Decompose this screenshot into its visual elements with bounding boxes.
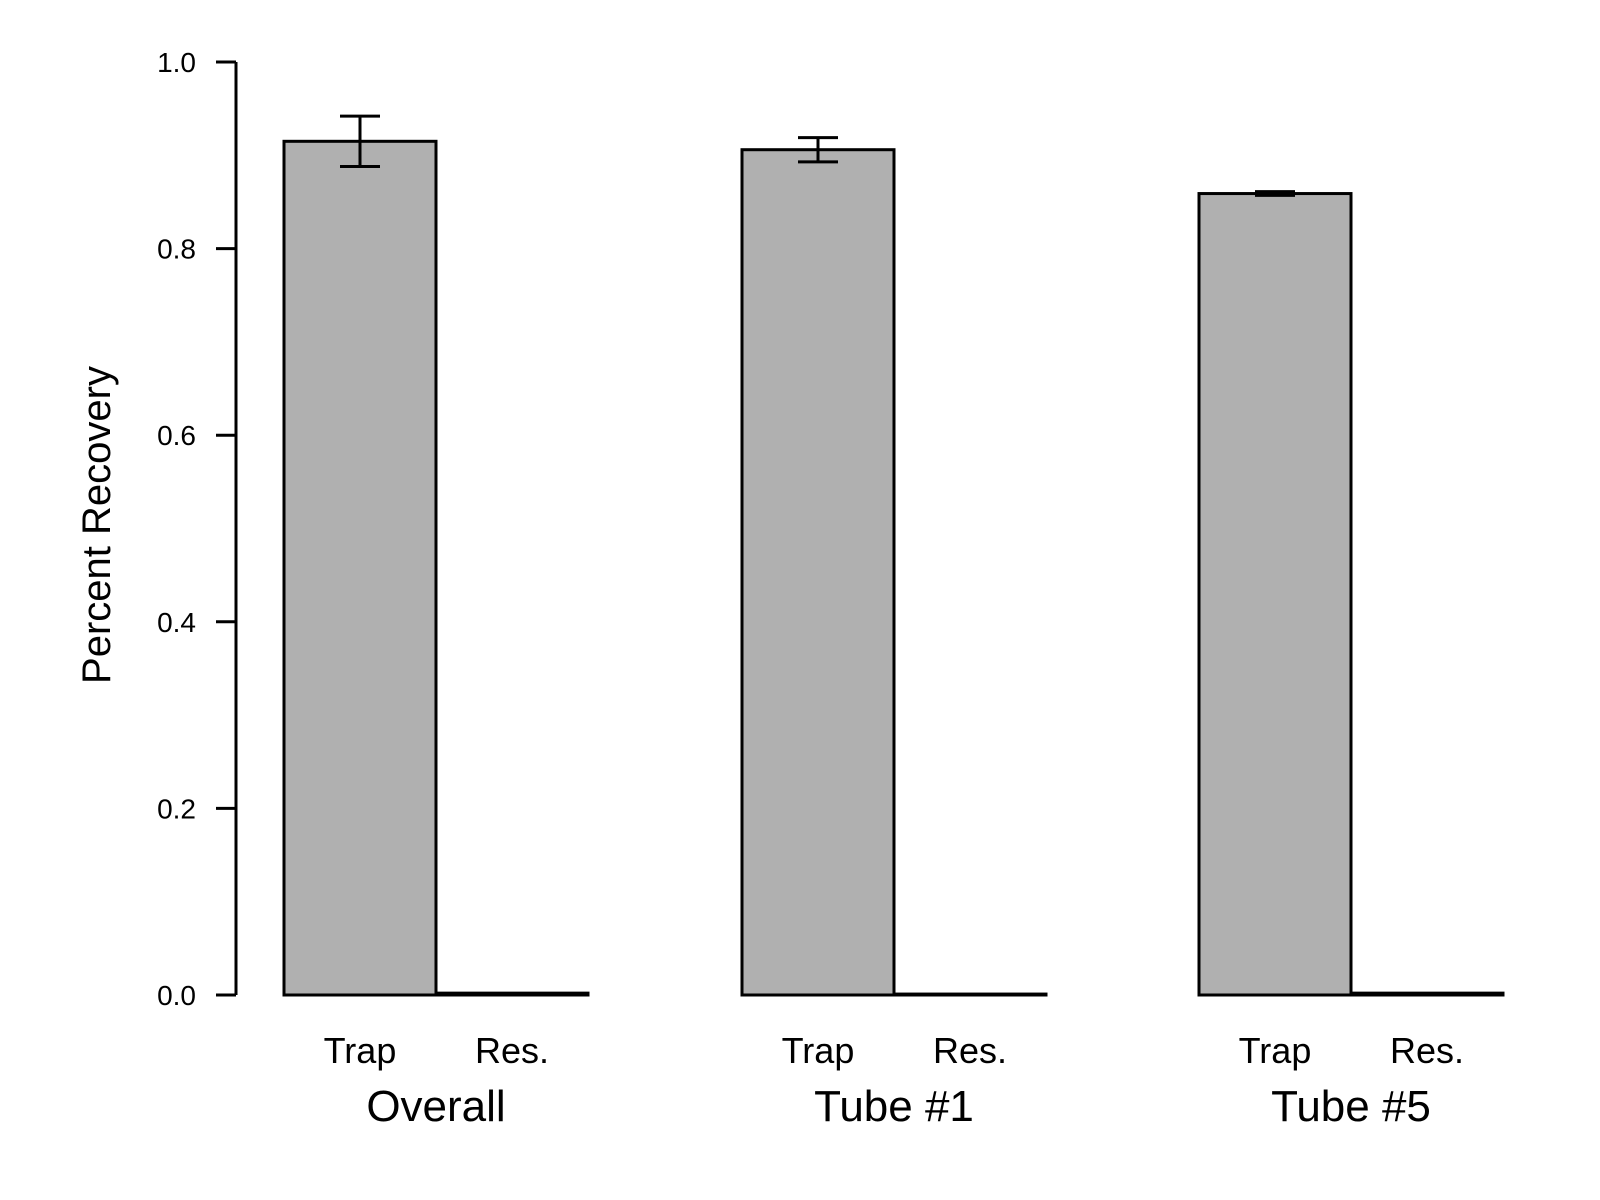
group-label: Tube #1 xyxy=(814,1082,974,1131)
bar xyxy=(1197,192,1353,997)
y-tick-label: 0.6 xyxy=(157,420,196,451)
category-label: Res. xyxy=(475,1030,549,1071)
y-tick-label: 1.0 xyxy=(157,47,196,78)
y-axis: 0.0 0.2 0.4 0.6 0.8 1.0 xyxy=(157,47,238,1011)
group-label: Tube #5 xyxy=(1271,1082,1431,1131)
y-tick-label: 0.0 xyxy=(157,980,196,1011)
group-label: Overall xyxy=(366,1082,505,1131)
bars xyxy=(282,114,1505,997)
category-label: Res. xyxy=(1390,1030,1464,1071)
category-label: Trap xyxy=(324,1030,397,1071)
bar xyxy=(1349,991,1505,997)
category-label: Trap xyxy=(782,1030,855,1071)
bar xyxy=(434,991,590,997)
y-tick-label: 0.4 xyxy=(157,607,196,638)
y-tick-label: 0.8 xyxy=(157,234,196,265)
bar xyxy=(740,148,896,997)
bar xyxy=(892,992,1048,997)
bar xyxy=(282,139,438,997)
category-label: Trap xyxy=(1239,1030,1312,1071)
category-label: Res. xyxy=(933,1030,1007,1071)
x-axis-labels: Trap Res. Overall Trap Res. Tube #1 Trap Res. Tu… xyxy=(324,1030,1464,1131)
y-axis-title: Percent Recovery xyxy=(75,366,119,684)
y-tick-label: 0.2 xyxy=(157,793,196,824)
